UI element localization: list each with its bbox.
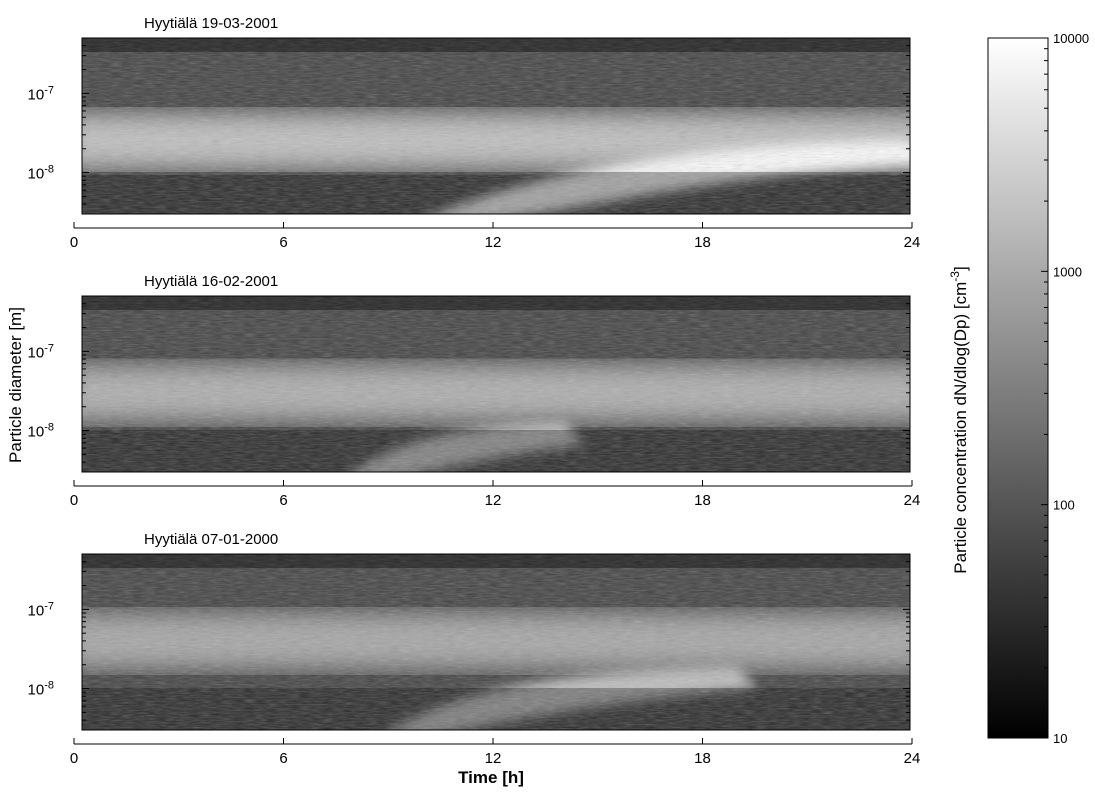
x-tick-label: 24 [904, 492, 921, 509]
x-tick-label: 6 [279, 750, 287, 767]
colorbar-tick-label: 1000 [1053, 264, 1082, 279]
colorbar-gradient [987, 37, 1049, 739]
colorbar-label-main: Particle concentration dN/dlog(Dp) [cm [951, 282, 970, 574]
axes-frame [81, 295, 911, 473]
x-tick-label: 0 [70, 492, 78, 509]
colorbar-label-close: ] [951, 266, 970, 271]
x-tick-label: 12 [485, 750, 502, 767]
high-size-region [82, 554, 910, 568]
colorbar: 10000 1000 100 10 Particle concentration dN… [948, 31, 1089, 746]
x-tick-label: 24 [904, 750, 921, 767]
x-axis-label: Time [h] [458, 768, 524, 787]
y-tick-label: 10-7 [28, 84, 54, 103]
x-tick-label: 0 [70, 234, 78, 251]
x-tick-label: 18 [694, 492, 711, 509]
x-tick-label: 12 [485, 234, 502, 251]
colorbar-label-unit: -3 [948, 271, 962, 282]
heatmap-panel-1: Hyytiälä 19-03-2001 0 6 12 18 24 10-7 10-8 [28, 15, 921, 251]
noise-texture [82, 296, 910, 472]
x-tick-label: 12 [485, 492, 502, 509]
panel-title: Hyytiälä 16-02-2001 [144, 273, 278, 290]
y-tick-label: 10-7 [28, 342, 54, 361]
noise-texture [82, 554, 910, 730]
x-tick-label: 0 [70, 750, 78, 767]
colorbar-tick-label: 10000 [1053, 31, 1089, 46]
y-tick-label: 10-7 [28, 600, 54, 619]
y-axis-label: Particle diameter [m] [6, 307, 25, 463]
heatmap-image [82, 38, 910, 214]
x-tick-label: 18 [694, 234, 711, 251]
colorbar-tick-label: 100 [1053, 498, 1075, 513]
colorbar-tick-label: 10 [1053, 731, 1067, 746]
colorbar-label: Particle concentration dN/dlog(Dp) [cm-3… [948, 266, 970, 573]
y-tick-label: 10-8 [28, 422, 54, 441]
heatmap-panel-3: Hyytiälä 07-01-2000 0 6 12 18 24 10-7 10-8 [28, 531, 921, 767]
x-tick-label: 6 [279, 234, 287, 251]
panel-title: Hyytiälä 19-03-2001 [144, 15, 278, 32]
high-size-region [82, 296, 910, 310]
heatmap-panel-2: Hyytiälä 16-02-2001 0 6 12 18 24 10-7 10-8 [28, 273, 921, 509]
y-tick-label: 10-8 [28, 680, 54, 699]
heatmap-image [82, 296, 910, 472]
y-tick-label: 10-8 [28, 164, 54, 183]
axes-frame [81, 37, 911, 215]
noise-texture [82, 38, 910, 214]
axes-frame [81, 553, 911, 731]
high-size-region [82, 38, 910, 52]
x-tick-label: 6 [279, 492, 287, 509]
heatmap-image [82, 554, 910, 730]
x-tick-label: 18 [694, 750, 711, 767]
panel-title: Hyytiälä 07-01-2000 [144, 531, 278, 548]
x-tick-label: 24 [904, 234, 921, 251]
